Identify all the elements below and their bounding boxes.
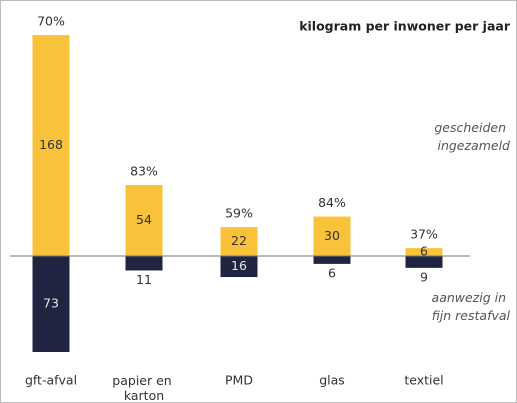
x-tick-label: papier en karton (112, 373, 175, 403)
share-label: 84% (318, 195, 346, 210)
value-label: 54 (136, 212, 152, 227)
x-tick-label: gft-afval (25, 373, 77, 388)
x-tick-label: textiel (404, 373, 443, 388)
value-label: 73 (43, 295, 59, 310)
legend-label: aanwezig in fijn restafval (432, 290, 511, 323)
value-label: 168 (39, 137, 63, 152)
value-label: 22 (231, 233, 247, 248)
value-label: 6 (420, 244, 428, 259)
value-label: 9 (420, 269, 428, 284)
bar (32, 35, 70, 256)
bar (125, 256, 163, 271)
bar (405, 256, 443, 268)
legend-label: gescheiden ingezameld (434, 120, 510, 153)
value-label: 30 (324, 228, 340, 243)
value-label: 11 (136, 272, 152, 287)
share-label: 59% (225, 206, 253, 221)
x-tick-label: glas (319, 373, 345, 388)
bar (220, 256, 258, 278)
bar (405, 248, 443, 256)
value-label: 6 (328, 265, 336, 280)
share-label: 70% (37, 14, 65, 29)
bar (32, 256, 70, 352)
bar (313, 216, 351, 256)
value-label: 16 (231, 258, 247, 273)
unit-label: kilogram per inwoner per jaar (299, 19, 511, 34)
bar (125, 184, 163, 256)
share-label: 37% (410, 227, 438, 242)
share-label: 83% (130, 163, 158, 178)
x-tick-label: PMD (225, 373, 253, 388)
bar (220, 227, 258, 256)
bar (313, 256, 351, 264)
